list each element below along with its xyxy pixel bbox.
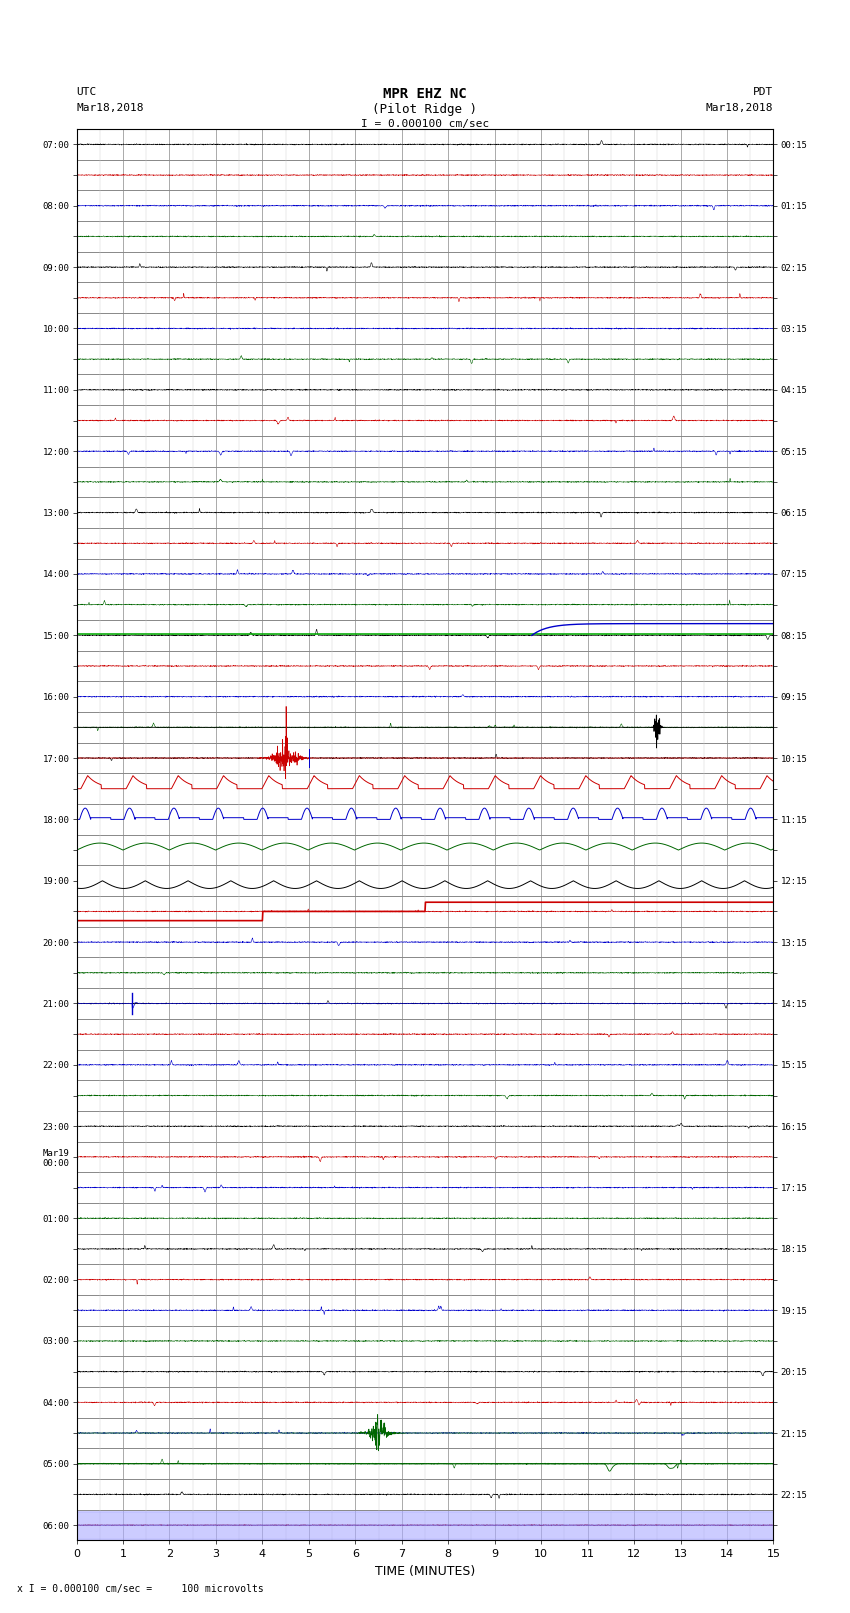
Text: x I = 0.000100 cm/sec =     100 microvolts: x I = 0.000100 cm/sec = 100 microvolts [17,1584,264,1594]
Text: I = 0.000100 cm/sec: I = 0.000100 cm/sec [361,119,489,129]
Text: (Pilot Ridge ): (Pilot Ridge ) [372,103,478,116]
Text: Mar18,2018: Mar18,2018 [706,103,774,113]
Text: PDT: PDT [753,87,774,97]
Text: Mar18,2018: Mar18,2018 [76,103,144,113]
Text: MPR EHZ NC: MPR EHZ NC [383,87,467,102]
Text: UTC: UTC [76,87,97,97]
X-axis label: TIME (MINUTES): TIME (MINUTES) [375,1565,475,1578]
